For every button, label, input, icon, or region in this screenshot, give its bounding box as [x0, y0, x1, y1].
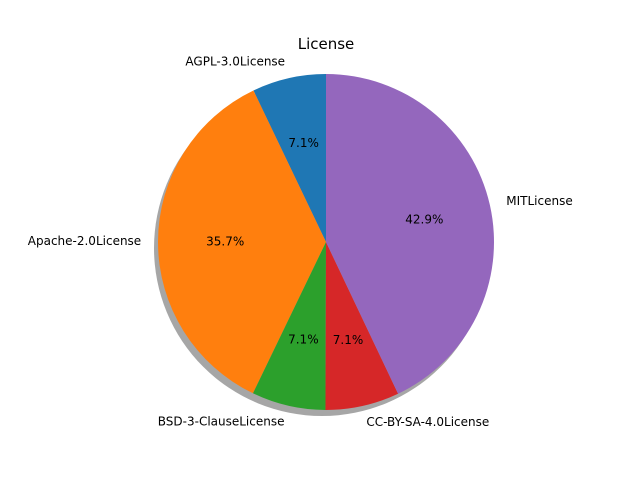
- pie-category-label: Apache-2.0License: [28, 234, 141, 248]
- pie-slices: [158, 74, 495, 410]
- pie-percent-label: 42.9%: [405, 212, 443, 226]
- pie-percent-label: 7.1%: [333, 333, 364, 347]
- pie-percent-label: 7.1%: [288, 136, 319, 150]
- pie-category-label: MITLicense: [506, 194, 572, 208]
- pie-slice-apache-2-0license: [158, 90, 326, 394]
- pie-category-label: BSD-3-ClauseLicense: [158, 415, 285, 429]
- pie-category-label: AGPL-3.0License: [185, 54, 285, 68]
- pie-labels: AGPL-3.0License 7.1% Apache-2.0License 35.7…: [28, 54, 573, 429]
- pie-percent-label: 7.1%: [288, 333, 319, 347]
- pie-slice-mitlicense: [326, 74, 495, 394]
- pie-slice-agpl-3-0license: [253, 74, 326, 242]
- chart-title: License: [298, 35, 355, 53]
- pie-category-label: CC-BY-SA-4.0License: [366, 415, 489, 429]
- pie-slice-cc-by-sa-4-0license: [325, 242, 399, 410]
- pie-slice-bsd-3-clauselicense: [252, 242, 326, 410]
- pie-percent-label: 35.7%: [206, 234, 244, 248]
